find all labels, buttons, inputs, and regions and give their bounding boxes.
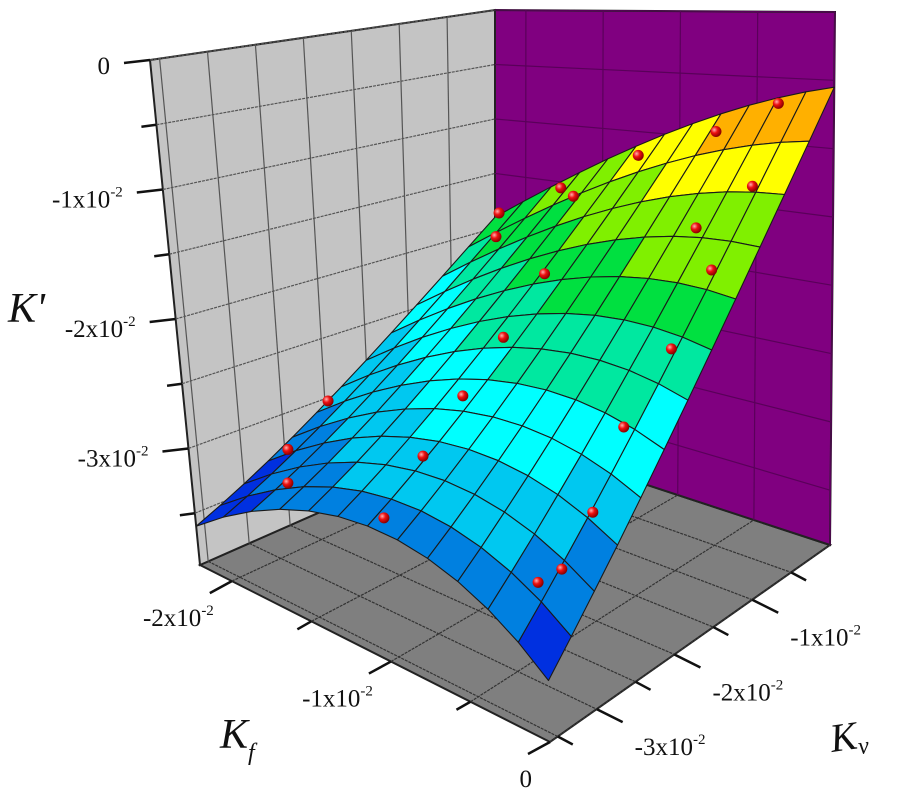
back-wall-gridline	[494, 63, 835, 81]
z-axis-title: K'	[7, 286, 46, 332]
x-tick-label: -1x10-2	[302, 684, 373, 713]
tick-label-mantissa: 0	[520, 766, 533, 793]
tick-label-exponent: -2	[136, 443, 149, 459]
left-wall-gridline	[175, 227, 496, 320]
tick-label-mantissa: -2x10	[65, 316, 123, 343]
data-point	[490, 231, 502, 243]
floor-gridline	[289, 524, 636, 683]
y-axis-title: Kv	[826, 711, 871, 764]
z-axis-minor-tick	[141, 123, 157, 128]
tick-label-exponent: -2	[771, 677, 784, 693]
floor-gridline	[248, 542, 597, 710]
y-axis-minor-tick	[634, 680, 652, 691]
y-axis-tick	[596, 708, 624, 724]
x-axis-minor-tick	[296, 620, 312, 631]
z-axis-minor-tick	[166, 382, 183, 387]
data-point	[567, 190, 579, 202]
data-points	[282, 97, 784, 588]
floor-gridline	[207, 560, 559, 738]
data-point	[417, 450, 429, 462]
data-point	[556, 563, 568, 575]
back-wall-gridline	[829, 11, 836, 546]
tick-label-mantissa: -1x10	[302, 686, 360, 713]
x-axis-tick	[209, 579, 233, 595]
data-point	[690, 222, 702, 234]
tick-label-mantissa: -2x10	[712, 679, 770, 706]
back-wall-gridline	[753, 11, 759, 521]
data-point	[378, 512, 390, 524]
surface-cell	[517, 601, 572, 682]
data-point	[665, 343, 677, 355]
data-point	[555, 182, 567, 194]
tick-label-exponent: -2	[201, 603, 214, 619]
tick-label-exponent: -2	[693, 732, 706, 748]
surface	[195, 86, 835, 682]
z-axis-minor-tick	[179, 511, 196, 517]
z-axis-tick	[162, 447, 189, 453]
data-point	[532, 576, 544, 588]
data-point	[632, 149, 644, 161]
data-point	[493, 207, 505, 219]
x-axis-minor-tick	[455, 700, 472, 711]
z-axis-tick	[123, 58, 151, 65]
z-tick-label: -1x10-2	[52, 184, 123, 213]
data-point	[772, 97, 784, 109]
tick-labels: 0-1x10-2-2x10-2-3x10-2-2x10-2-1x10-20-3x…	[52, 53, 861, 793]
tick-label-mantissa: -2x10	[143, 605, 201, 632]
z-tick-label: 0	[98, 53, 111, 80]
tick-label-exponent: -2	[123, 314, 136, 330]
x-tick-label: 0	[520, 766, 533, 793]
tick-label-mantissa: -3x10	[78, 445, 136, 472]
x-axis-title: Kf	[219, 712, 258, 766]
data-point	[710, 125, 722, 137]
tick-label-mantissa: 0	[98, 53, 111, 80]
back-wall-gridline	[494, 9, 836, 13]
x-tick-label: -2x10-2	[143, 603, 214, 632]
left-wall-gridline	[206, 51, 250, 544]
z-axis-tick	[136, 188, 163, 194]
y-axis-minor-tick	[712, 625, 729, 637]
data-point	[587, 506, 599, 518]
tick-label-exponent: -2	[110, 184, 123, 200]
left-wall-gridline	[158, 58, 209, 562]
tick-label-exponent: -2	[849, 623, 862, 639]
y-axis-tick	[751, 598, 779, 614]
x-axis-tick	[368, 660, 392, 675]
y-tick-label: -2x10-2	[712, 677, 783, 706]
x-axis-tick	[527, 740, 551, 756]
y-axis-minor-tick	[557, 735, 574, 746]
floor-gridline	[470, 519, 755, 703]
data-point	[539, 268, 551, 280]
y-axis-minor-tick	[790, 571, 807, 582]
data-point	[322, 395, 334, 407]
y-tick-label: -3x10-2	[635, 732, 706, 761]
tick-label-mantissa: -1x10	[790, 625, 848, 652]
tick-label-mantissa: -3x10	[635, 734, 693, 761]
y-axis-tick	[673, 653, 702, 669]
data-point	[618, 421, 630, 433]
data-point	[706, 264, 718, 276]
data-point	[282, 443, 294, 455]
y-tick-label: -1x10-2	[790, 623, 861, 652]
ticks	[123, 58, 807, 756]
tick-label-mantissa: -1x10	[52, 186, 110, 213]
z-tick-label: -2x10-2	[65, 314, 136, 343]
z-axis-minor-tick	[154, 252, 170, 258]
data-point	[457, 390, 469, 402]
data-point	[746, 180, 758, 192]
data-point	[282, 477, 294, 489]
z-tick-label: -3x10-2	[78, 443, 149, 472]
data-point	[497, 331, 509, 343]
tick-label-exponent: -2	[360, 684, 373, 700]
z-axis-tick	[149, 317, 176, 324]
